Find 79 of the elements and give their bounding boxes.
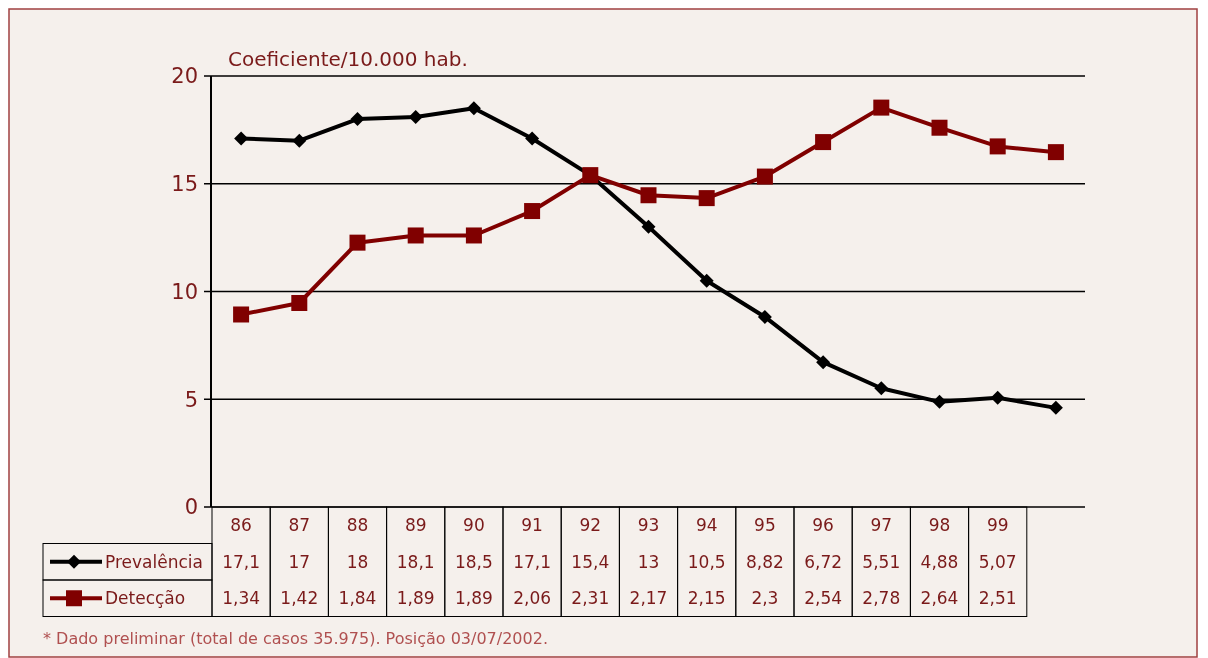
data-label: 17,1 <box>513 551 552 572</box>
point <box>641 219 656 234</box>
y-tick-label: 10 <box>171 279 198 304</box>
x-tick-label: 88 <box>346 515 369 536</box>
point <box>874 381 889 396</box>
text: * Dado preliminar (total de casos 35.975). Posição 03/07/2002. <box>43 629 548 648</box>
y-tick-label: 15 <box>171 172 198 197</box>
data-label: 2,64 <box>920 588 959 609</box>
data-label: 10,5 <box>687 551 726 572</box>
point <box>873 99 890 116</box>
point <box>815 134 832 151</box>
data-label: 2,54 <box>804 588 843 609</box>
y-tick-label: 5 <box>184 387 198 412</box>
point <box>292 133 307 148</box>
point <box>465 227 482 244</box>
data-label: 2,31 <box>571 588 610 609</box>
point <box>990 390 1005 405</box>
x-tick-label: 98 <box>928 515 951 536</box>
legend-label: Prevalência <box>105 551 203 572</box>
data-label: 1,89 <box>396 588 435 609</box>
x-tick-label: 86 <box>230 515 252 536</box>
point <box>407 227 424 244</box>
data-label: 5,07 <box>978 551 1017 572</box>
data-label: 18,5 <box>454 551 493 572</box>
data-label: 18 <box>346 551 369 572</box>
data-label: 2,51 <box>978 588 1017 609</box>
point <box>989 138 1006 155</box>
point <box>1047 144 1064 161</box>
data-label: 6,72 <box>804 551 843 572</box>
point <box>234 131 249 146</box>
data-label: 2,17 <box>629 588 668 609</box>
x-tick-label: 92 <box>579 515 602 536</box>
point <box>524 203 541 220</box>
point <box>816 355 831 370</box>
point <box>525 131 540 146</box>
point <box>932 394 947 409</box>
x-tick-label: 90 <box>463 515 485 536</box>
point <box>350 112 365 127</box>
point <box>757 309 772 324</box>
point <box>349 234 366 251</box>
legend-label: Detecção <box>105 588 186 609</box>
x-tick-label: 93 <box>637 515 660 536</box>
data-label: 1,42 <box>280 588 319 609</box>
data-label: 13 <box>637 551 660 572</box>
data-label: 2,15 <box>687 588 726 609</box>
data-label: 17 <box>288 551 311 572</box>
data-label: 15,4 <box>571 551 610 572</box>
point <box>931 119 948 136</box>
y-axis-title: Coeficiente/10.000 hab. <box>228 47 468 71</box>
data-label: 1,89 <box>454 588 493 609</box>
x-tick-label: 95 <box>754 515 776 536</box>
data-label: 8,82 <box>745 551 784 572</box>
point <box>1048 400 1063 415</box>
data-label: 2,3 <box>751 588 779 609</box>
x-tick-label: 89 <box>404 515 427 536</box>
point <box>233 306 250 323</box>
data-label: 5,51 <box>862 551 901 572</box>
data-label: 4,88 <box>920 551 959 572</box>
x-tick-label: 94 <box>695 515 718 536</box>
data-label: 2,78 <box>862 588 901 609</box>
point <box>466 101 481 116</box>
x-tick-label: 99 <box>986 515 1009 536</box>
y-tick-label: 20 <box>171 64 198 89</box>
x-tick-label: 97 <box>870 515 893 536</box>
point <box>699 273 714 288</box>
data-label: 18,1 <box>396 551 435 572</box>
data-label: 2,06 <box>513 588 552 609</box>
point <box>408 109 423 124</box>
point <box>291 294 308 311</box>
data-label: 1,34 <box>222 588 261 609</box>
point <box>756 168 773 185</box>
x-tick-label: 87 <box>288 515 311 536</box>
x-tick-label: 96 <box>812 515 834 536</box>
x-tick-label: 91 <box>521 515 543 536</box>
y-tick-label: 0 <box>184 495 198 520</box>
point <box>640 187 657 204</box>
data-label: 1,84 <box>338 588 377 609</box>
data-label: 17,1 <box>222 551 261 572</box>
point <box>698 190 715 207</box>
